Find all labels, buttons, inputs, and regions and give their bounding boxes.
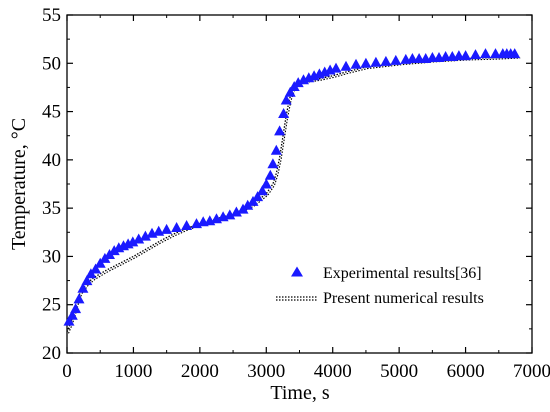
experimental-point bbox=[63, 315, 75, 326]
y-tick-label: 25 bbox=[42, 295, 61, 316]
experimental-point bbox=[66, 309, 78, 320]
experimental-point bbox=[292, 77, 304, 88]
numerical-results-line-shadow bbox=[67, 57, 521, 334]
x-tick-label: 6000 bbox=[447, 361, 485, 382]
y-tick-label: 55 bbox=[42, 5, 61, 26]
experimental-point bbox=[330, 62, 342, 73]
y-tick-label: 40 bbox=[42, 150, 61, 171]
legend: Experimental results[36] Present numeric… bbox=[276, 265, 484, 307]
x-tick-label: 5000 bbox=[380, 361, 418, 382]
experimental-point bbox=[252, 191, 264, 202]
series-marker-layer bbox=[63, 48, 521, 326]
experimental-point bbox=[509, 48, 521, 59]
experimental-point bbox=[280, 94, 292, 105]
experimental-point bbox=[181, 220, 193, 230]
x-tick-label: 4000 bbox=[314, 361, 352, 382]
x-tick-label: 1000 bbox=[114, 361, 152, 382]
y-tick-label: 45 bbox=[42, 102, 61, 123]
experimental-point bbox=[77, 282, 89, 293]
experimental-point bbox=[161, 223, 173, 234]
y-tick-label: 50 bbox=[42, 53, 61, 74]
legend-label-numerical: Present numerical results bbox=[323, 290, 484, 307]
experimental-point bbox=[340, 60, 352, 71]
experimental-point bbox=[350, 58, 362, 69]
experimental-point bbox=[390, 54, 402, 65]
legend-label-experimental: Experimental results[36] bbox=[323, 265, 482, 282]
x-tick-label: 0 bbox=[62, 361, 72, 382]
experimental-point bbox=[480, 48, 491, 59]
experimental-point bbox=[490, 48, 501, 59]
experimental-point bbox=[380, 55, 392, 66]
legend-triangle-marker bbox=[291, 266, 303, 277]
experimental-point bbox=[242, 199, 254, 210]
experimental-point bbox=[133, 233, 145, 244]
x-axis-title: Time, s bbox=[270, 382, 330, 404]
y-tick-label: 35 bbox=[42, 198, 61, 219]
experimental-point bbox=[256, 185, 268, 196]
x-tick-label: 2000 bbox=[181, 361, 219, 382]
y-tick-label: 20 bbox=[42, 343, 61, 364]
experimental-point bbox=[270, 144, 282, 155]
y-axis-title: Temperature, °C bbox=[8, 118, 30, 250]
experimental-point bbox=[267, 158, 279, 169]
experimental-point bbox=[171, 222, 183, 232]
experimental-point bbox=[108, 245, 120, 256]
experimental-point bbox=[470, 49, 481, 60]
experimental-point bbox=[139, 230, 151, 241]
axis-ticks: 0 1000 2000 3000 4000 5000 6000 7000 20 25 30 35 40 4… bbox=[42, 5, 550, 382]
experimental-point bbox=[284, 86, 296, 97]
experimental-point bbox=[73, 293, 85, 304]
experimental-point bbox=[278, 108, 290, 118]
experimental-point bbox=[90, 263, 102, 274]
experimental-point bbox=[81, 275, 93, 286]
experimental-point bbox=[127, 236, 139, 247]
experimental-point bbox=[370, 56, 382, 67]
x-tick-label: 3000 bbox=[247, 361, 285, 382]
experimental-point bbox=[230, 206, 242, 217]
experimental-point bbox=[260, 178, 272, 189]
x-tick-label: 7000 bbox=[513, 361, 550, 382]
experimental-point bbox=[360, 57, 372, 68]
experimental-point bbox=[224, 209, 236, 220]
experimental-point bbox=[460, 50, 472, 61]
experimental-point bbox=[274, 125, 286, 136]
y-tick-label: 30 bbox=[42, 246, 61, 267]
experimental-point bbox=[264, 169, 276, 180]
experimental-point bbox=[153, 225, 165, 236]
experimental-point bbox=[70, 303, 82, 314]
series-line-layer bbox=[66, 55, 521, 334]
numerical-results-line bbox=[66, 55, 519, 333]
